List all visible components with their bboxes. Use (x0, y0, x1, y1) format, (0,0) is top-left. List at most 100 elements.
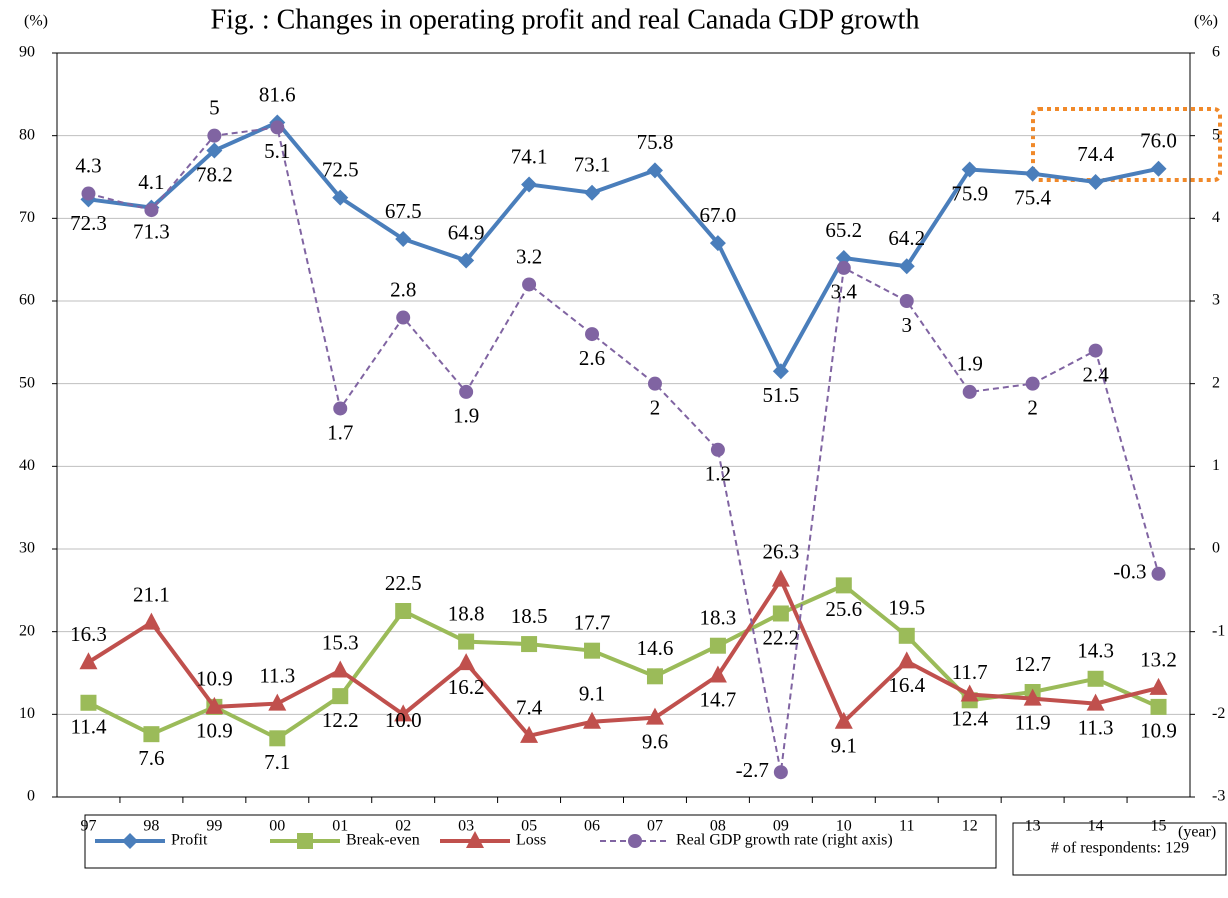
data-point (646, 162, 663, 179)
data-point (647, 376, 662, 391)
data-point (1087, 173, 1104, 190)
data-point (331, 660, 350, 678)
data-point (268, 693, 287, 711)
data-label: 10.0 (385, 708, 422, 732)
data-point (79, 652, 98, 670)
data-point (709, 235, 726, 252)
legend-label: Break-even (346, 832, 420, 849)
data-label: 13.2 (1140, 648, 1177, 672)
data-label: 14.7 (700, 687, 737, 711)
y2-tick-label: -2 (1212, 705, 1225, 722)
legend-marker (297, 833, 313, 849)
data-point (584, 184, 601, 201)
data-point (836, 260, 851, 275)
annotation-box (1012, 822, 1227, 876)
y2-tick-label: 5 (1212, 126, 1220, 143)
data-label: 3.2 (516, 244, 542, 268)
y2-tick-label: -1 (1212, 622, 1225, 639)
data-label: 67.0 (700, 203, 737, 227)
data-label: 76.0 (1140, 129, 1177, 153)
data-point (458, 633, 475, 650)
data-point (898, 258, 915, 275)
data-label: 16.3 (70, 622, 107, 646)
data-point (332, 688, 349, 705)
data-label: 9.1 (831, 734, 857, 758)
data-point (834, 711, 853, 729)
data-point (962, 384, 977, 399)
data-point (1088, 343, 1103, 358)
data-point (394, 704, 413, 722)
data-point (396, 310, 411, 325)
data-label: 17.7 (574, 610, 611, 634)
data-label: 12.7 (1014, 652, 1051, 676)
data-point (143, 726, 160, 743)
data-point (395, 603, 412, 619)
data-point (332, 189, 349, 206)
y-tick-label: 80 (19, 126, 35, 143)
y-tick-label: 70 (19, 209, 35, 226)
data-point (645, 707, 664, 725)
data-point (584, 642, 601, 659)
data-label: 15.3 (322, 630, 359, 654)
data-label: 51.5 (762, 383, 799, 407)
data-point (1150, 160, 1167, 177)
data-point (81, 186, 96, 201)
y2-tick-label: 2 (1212, 374, 1220, 391)
data-label: 18.8 (448, 601, 485, 625)
data-label: 21.1 (133, 582, 170, 606)
x-tick-label: 14 (1088, 818, 1104, 835)
data-point (1151, 566, 1166, 581)
data-label: 18.5 (511, 604, 548, 628)
data-point (835, 250, 852, 267)
y-tick-label: 90 (19, 44, 35, 61)
data-point (270, 120, 285, 135)
data-point (898, 627, 915, 644)
x-tick-label: 11 (899, 818, 914, 835)
data-label: 5 (209, 95, 220, 119)
data-label: 16.2 (448, 675, 485, 699)
data-point (897, 651, 916, 669)
x-tick-label: 07 (647, 818, 663, 835)
x-tick-label: 08 (710, 818, 726, 835)
legend-label: Real GDP growth rate (right axis) (676, 832, 893, 849)
data-point (835, 577, 852, 594)
data-label: 22.2 (762, 625, 799, 649)
data-label: 7.1 (264, 750, 290, 774)
data-point (1024, 165, 1041, 182)
data-label: 1.2 (705, 462, 731, 486)
data-point (709, 637, 726, 654)
data-label: 22.5 (385, 571, 422, 595)
data-point (1150, 698, 1167, 715)
data-label: 1.9 (957, 352, 983, 376)
x-tick-label: 98 (143, 818, 159, 835)
data-label: 72.5 (322, 157, 359, 181)
x-tick-label: 00 (269, 818, 285, 835)
data-label: 14.6 (637, 636, 674, 660)
data-label: 2 (650, 395, 661, 419)
y2-tick-label: -3 (1212, 788, 1225, 805)
data-label: 11.7 (952, 660, 988, 684)
highlight-box (1031, 107, 1222, 182)
data-label: 2.8 (390, 277, 416, 301)
data-label: 12.4 (951, 706, 988, 730)
y2-tick-label: 4 (1212, 209, 1220, 226)
data-label: 73.1 (574, 153, 611, 177)
data-point (269, 730, 286, 747)
x-tick-label: 15 (1151, 818, 1167, 835)
data-point (708, 665, 727, 683)
y-tick-label: 40 (19, 457, 35, 474)
data-label: 10.9 (196, 667, 233, 691)
x-tick-label: 02 (395, 818, 411, 835)
data-point (960, 684, 979, 702)
legend-label: Profit (171, 832, 208, 849)
data-point (80, 694, 97, 711)
data-label: -0.3 (1113, 560, 1146, 584)
data-label: 4.3 (75, 153, 101, 177)
data-point (205, 696, 224, 714)
series-line (87, 583, 1160, 741)
data-point (522, 277, 537, 292)
data-label: 9.1 (579, 682, 605, 706)
data-label: 9.6 (642, 729, 668, 753)
data-label: 1.7 (327, 420, 353, 444)
